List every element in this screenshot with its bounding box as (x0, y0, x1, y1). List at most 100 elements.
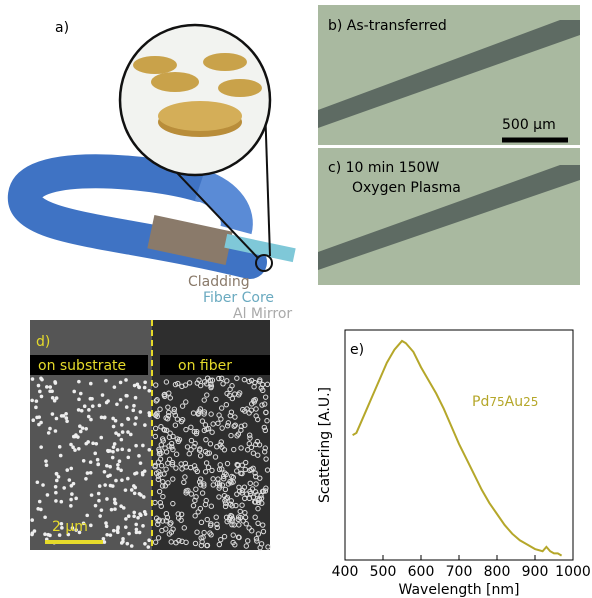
particle (155, 535, 162, 541)
fiber-photo (318, 165, 580, 270)
particle (178, 418, 185, 425)
particle (236, 522, 242, 528)
particle (76, 408, 81, 412)
particle (102, 415, 107, 420)
particle (108, 464, 112, 469)
particle (129, 544, 134, 548)
particle (41, 483, 45, 487)
particle (112, 497, 117, 502)
particle (124, 378, 128, 382)
scale-bar-label: 2 µm (52, 519, 88, 535)
particle (138, 512, 142, 516)
particle (179, 466, 185, 472)
particle (205, 425, 212, 432)
particle (178, 461, 184, 467)
particle (35, 415, 39, 420)
particle (172, 412, 178, 418)
x-tick-label: 500 (370, 564, 397, 580)
particle (137, 385, 141, 389)
particle (54, 416, 59, 421)
particle (50, 389, 54, 394)
x-tick-label: 1000 (555, 564, 591, 580)
panel-label: a) (55, 20, 69, 36)
particle (201, 397, 207, 403)
particle (175, 511, 181, 517)
particle (178, 511, 185, 517)
particle (97, 403, 102, 408)
particle (230, 539, 236, 546)
particle (244, 406, 250, 412)
particle (194, 468, 201, 475)
particle (215, 420, 221, 426)
particle (43, 532, 47, 537)
particle (225, 420, 232, 426)
particle (50, 396, 55, 400)
particle (239, 487, 246, 494)
particle (134, 522, 139, 527)
particle (193, 486, 199, 492)
particle (197, 476, 204, 482)
particle (129, 488, 134, 492)
particle (88, 470, 93, 475)
sem-label: on substrate (38, 358, 126, 374)
particle (234, 375, 240, 381)
particle (201, 411, 207, 417)
particle (255, 531, 262, 537)
particle (158, 503, 164, 509)
particle (216, 485, 222, 491)
particle (108, 473, 112, 478)
particle (166, 443, 172, 449)
particle (250, 465, 256, 471)
particle (174, 436, 181, 442)
particle (259, 500, 265, 506)
particle (165, 404, 171, 410)
particle (100, 393, 105, 397)
particle (67, 478, 72, 482)
particle (208, 384, 214, 391)
particle (88, 460, 93, 464)
particle (54, 396, 59, 400)
particle (202, 469, 209, 475)
particle (137, 491, 142, 496)
particle (218, 416, 224, 422)
particle (218, 439, 224, 445)
particle (147, 411, 152, 415)
particle (31, 418, 36, 423)
particle (105, 463, 109, 468)
particle (242, 422, 248, 428)
particle (126, 476, 130, 481)
particle (40, 377, 44, 382)
particle (132, 514, 136, 519)
particle (221, 533, 228, 540)
particle (256, 378, 263, 385)
particle (229, 516, 236, 522)
particle (203, 436, 209, 443)
particle (188, 491, 195, 497)
particle (231, 423, 237, 429)
particle (135, 382, 140, 387)
particle (69, 497, 73, 502)
particle (54, 471, 59, 476)
particle (112, 385, 117, 389)
particle (52, 398, 57, 403)
x-tick-label: 800 (484, 564, 511, 580)
particle (201, 483, 207, 489)
particle (255, 520, 261, 526)
particle (137, 454, 141, 458)
particle (209, 467, 215, 474)
disk (218, 79, 262, 97)
particle (116, 433, 121, 437)
particle (223, 514, 230, 521)
particle (113, 418, 118, 423)
particle (229, 503, 235, 509)
particle (101, 536, 106, 541)
particle (155, 476, 162, 483)
spectrum-line (352, 339, 563, 557)
particle (76, 435, 80, 439)
particle (102, 540, 107, 544)
particle (154, 413, 161, 420)
particle (82, 404, 87, 409)
particle (38, 389, 42, 394)
particle (147, 388, 152, 393)
particle (228, 479, 234, 486)
